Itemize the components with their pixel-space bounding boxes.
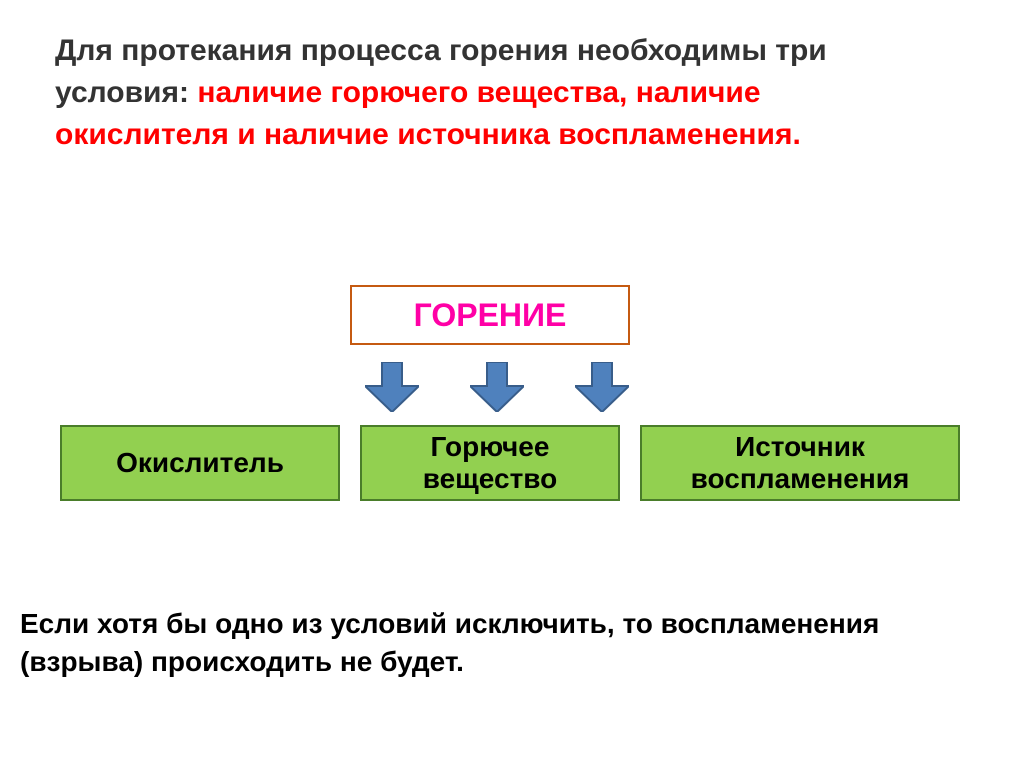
intro-paragraph: Для протекания процесса горения необходи…: [55, 30, 925, 156]
branch-box-ignition: Источник воспламенения: [640, 425, 960, 501]
arrow-down-icon: [365, 362, 419, 412]
branch-box-oxidizer: Окислитель: [60, 425, 340, 501]
root-box-gorenie: ГОРЕНИЕ: [350, 285, 630, 345]
branch-label-ignition-l1: Источник: [735, 431, 865, 462]
branch-label-ignition-l2: воспламенения: [691, 463, 910, 494]
branch-label-ignition: Источник воспламенения: [691, 431, 910, 495]
branch-label-fuel: Горючее вещество: [423, 431, 557, 495]
branch-label-fuel-l1: Горючее: [431, 431, 550, 462]
branch-box-fuel: Горючее вещество: [360, 425, 620, 501]
arrow-down-icon: [470, 362, 524, 412]
bottom-paragraph: Если хотя бы одно из условий исключить, …: [20, 605, 990, 681]
branch-label-fuel-l2: вещество: [423, 463, 557, 494]
arrow-down-icon: [575, 362, 629, 412]
bottom-paragraph-text: Если хотя бы одно из условий исключить, …: [20, 608, 879, 677]
root-label: ГОРЕНИЕ: [414, 297, 567, 334]
branch-label-oxidizer: Окислитель: [116, 447, 284, 479]
slide: Для протекания процесса горения необходи…: [0, 0, 1024, 767]
